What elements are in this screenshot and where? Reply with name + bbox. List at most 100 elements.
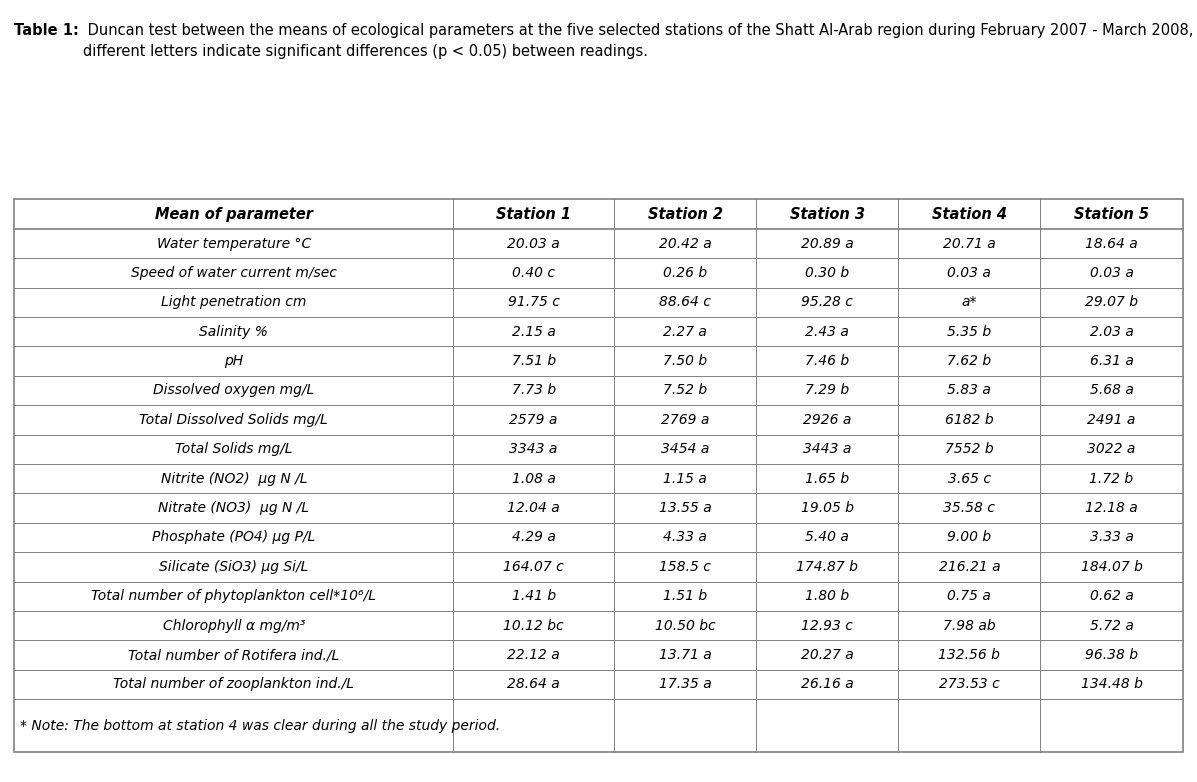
Text: 13.55 a: 13.55 a bbox=[658, 501, 711, 515]
Text: Dissolved oxygen mg/L: Dissolved oxygen mg/L bbox=[153, 383, 315, 397]
Text: 9.00 b: 9.00 b bbox=[947, 530, 991, 544]
Text: 7.73 b: 7.73 b bbox=[511, 383, 555, 397]
Text: 20.42 a: 20.42 a bbox=[658, 236, 711, 250]
Text: 0.75 a: 0.75 a bbox=[948, 589, 991, 603]
Text: 20.27 a: 20.27 a bbox=[801, 648, 853, 662]
Text: 2926 a: 2926 a bbox=[803, 413, 851, 427]
Text: Salinity %: Salinity % bbox=[200, 325, 268, 339]
Text: 2769 a: 2769 a bbox=[661, 413, 710, 427]
Text: Total Solids mg/L: Total Solids mg/L bbox=[175, 443, 292, 456]
Text: Speed of water current m/sec: Speed of water current m/sec bbox=[130, 266, 336, 280]
Text: Table 1:: Table 1: bbox=[14, 23, 79, 38]
Text: 2579 a: 2579 a bbox=[510, 413, 558, 427]
Text: 12.18 a: 12.18 a bbox=[1086, 501, 1138, 515]
Text: 2491 a: 2491 a bbox=[1087, 413, 1136, 427]
Text: 6.31 a: 6.31 a bbox=[1089, 354, 1134, 368]
Text: 0.03 a: 0.03 a bbox=[948, 266, 991, 280]
Text: Mean of parameter: Mean of parameter bbox=[154, 206, 312, 221]
Text: 158.5 c: 158.5 c bbox=[660, 560, 711, 574]
Text: 91.75 c: 91.75 c bbox=[508, 296, 559, 310]
Text: 12.04 a: 12.04 a bbox=[508, 501, 560, 515]
Text: 10.50 bc: 10.50 bc bbox=[655, 619, 716, 633]
Text: 7.62 b: 7.62 b bbox=[947, 354, 991, 368]
Text: 12.93 c: 12.93 c bbox=[801, 619, 853, 633]
Text: 13.71 a: 13.71 a bbox=[658, 648, 711, 662]
Text: 20.89 a: 20.89 a bbox=[801, 236, 853, 250]
Text: 1.72 b: 1.72 b bbox=[1089, 472, 1134, 486]
Text: 5.35 b: 5.35 b bbox=[947, 325, 991, 339]
Text: 6182 b: 6182 b bbox=[946, 413, 994, 427]
Text: 3343 a: 3343 a bbox=[510, 443, 558, 456]
Text: Total number of phytoplankton cell*10⁶/L: Total number of phytoplankton cell*10⁶/L bbox=[91, 589, 376, 603]
Text: Station 2: Station 2 bbox=[648, 206, 723, 221]
Text: 7.98 ab: 7.98 ab bbox=[943, 619, 996, 633]
Text: 132.56 b: 132.56 b bbox=[938, 648, 1001, 662]
Text: 7552 b: 7552 b bbox=[946, 443, 994, 456]
Text: 0.62 a: 0.62 a bbox=[1089, 589, 1134, 603]
Text: 0.30 b: 0.30 b bbox=[806, 266, 850, 280]
Text: 29.07 b: 29.07 b bbox=[1084, 296, 1138, 310]
Text: 2.27 a: 2.27 a bbox=[663, 325, 707, 339]
Text: 1.65 b: 1.65 b bbox=[806, 472, 850, 486]
Text: 0.40 c: 0.40 c bbox=[512, 266, 555, 280]
Bar bbox=[14, 199, 1183, 752]
Text: Total Dissolved Solids mg/L: Total Dissolved Solids mg/L bbox=[139, 413, 328, 427]
Text: Nitrate (NO3)  μg N /L: Nitrate (NO3) μg N /L bbox=[158, 501, 309, 515]
Text: pH: pH bbox=[224, 354, 243, 368]
Text: Total number of zooplankton ind./L: Total number of zooplankton ind./L bbox=[114, 677, 354, 691]
Text: 28.64 a: 28.64 a bbox=[508, 677, 560, 691]
Text: 134.48 b: 134.48 b bbox=[1081, 677, 1142, 691]
Text: 2.03 a: 2.03 a bbox=[1089, 325, 1134, 339]
Text: Light penetration cm: Light penetration cm bbox=[162, 296, 306, 310]
Text: 216.21 a: 216.21 a bbox=[938, 560, 1001, 574]
Text: 35.58 c: 35.58 c bbox=[943, 501, 996, 515]
Text: 2.43 a: 2.43 a bbox=[806, 325, 849, 339]
Text: 96.38 b: 96.38 b bbox=[1084, 648, 1138, 662]
Text: 4.33 a: 4.33 a bbox=[663, 530, 707, 544]
Text: 1.08 a: 1.08 a bbox=[511, 472, 555, 486]
Text: a*: a* bbox=[961, 296, 977, 310]
Text: 3454 a: 3454 a bbox=[661, 443, 710, 456]
Text: Station 3: Station 3 bbox=[790, 206, 864, 221]
Text: Duncan test between the means of ecological parameters at the five selected stat: Duncan test between the means of ecologi… bbox=[83, 23, 1193, 59]
Text: 5.83 a: 5.83 a bbox=[948, 383, 991, 397]
Text: Station 4: Station 4 bbox=[932, 206, 1007, 221]
Text: 174.87 b: 174.87 b bbox=[796, 560, 858, 574]
Text: 88.64 c: 88.64 c bbox=[660, 296, 711, 310]
Text: 5.40 a: 5.40 a bbox=[806, 530, 849, 544]
Text: Chlorophyll α mg/m³: Chlorophyll α mg/m³ bbox=[163, 619, 305, 633]
Text: 0.26 b: 0.26 b bbox=[663, 266, 707, 280]
Text: 3.65 c: 3.65 c bbox=[948, 472, 991, 486]
Text: Total number of Rotifera ind./L: Total number of Rotifera ind./L bbox=[128, 648, 340, 662]
Text: Station 5: Station 5 bbox=[1074, 206, 1149, 221]
Text: * Note: The bottom at station 4 was clear during all the study period.: * Note: The bottom at station 4 was clea… bbox=[20, 719, 500, 733]
Text: 0.03 a: 0.03 a bbox=[1089, 266, 1134, 280]
Text: Silicate (SiO3) μg Si/L: Silicate (SiO3) μg Si/L bbox=[159, 560, 309, 574]
Text: Nitrite (NO2)  μg N /L: Nitrite (NO2) μg N /L bbox=[160, 472, 308, 486]
Text: 19.05 b: 19.05 b bbox=[801, 501, 853, 515]
Text: 1.51 b: 1.51 b bbox=[663, 589, 707, 603]
Text: 20.71 a: 20.71 a bbox=[943, 236, 996, 250]
Text: 2.15 a: 2.15 a bbox=[511, 325, 555, 339]
Text: 273.53 c: 273.53 c bbox=[938, 677, 999, 691]
Text: 7.52 b: 7.52 b bbox=[663, 383, 707, 397]
Text: 7.50 b: 7.50 b bbox=[663, 354, 707, 368]
Text: Water temperature °C: Water temperature °C bbox=[157, 236, 311, 250]
Text: 184.07 b: 184.07 b bbox=[1081, 560, 1142, 574]
Text: 1.41 b: 1.41 b bbox=[511, 589, 555, 603]
Text: Phosphate (PO4) μg P/L: Phosphate (PO4) μg P/L bbox=[152, 530, 316, 544]
Text: Station 1: Station 1 bbox=[496, 206, 571, 221]
Text: 3022 a: 3022 a bbox=[1087, 443, 1136, 456]
Text: 20.03 a: 20.03 a bbox=[508, 236, 560, 250]
Text: 7.51 b: 7.51 b bbox=[511, 354, 555, 368]
Text: 3.33 a: 3.33 a bbox=[1089, 530, 1134, 544]
Text: 3443 a: 3443 a bbox=[803, 443, 851, 456]
Text: 10.12 bc: 10.12 bc bbox=[503, 619, 564, 633]
Text: 5.72 a: 5.72 a bbox=[1089, 619, 1134, 633]
Text: 7.29 b: 7.29 b bbox=[806, 383, 850, 397]
Text: 17.35 a: 17.35 a bbox=[658, 677, 711, 691]
Text: 5.68 a: 5.68 a bbox=[1089, 383, 1134, 397]
Text: 95.28 c: 95.28 c bbox=[801, 296, 853, 310]
Text: 26.16 a: 26.16 a bbox=[801, 677, 853, 691]
Text: 4.29 a: 4.29 a bbox=[511, 530, 555, 544]
